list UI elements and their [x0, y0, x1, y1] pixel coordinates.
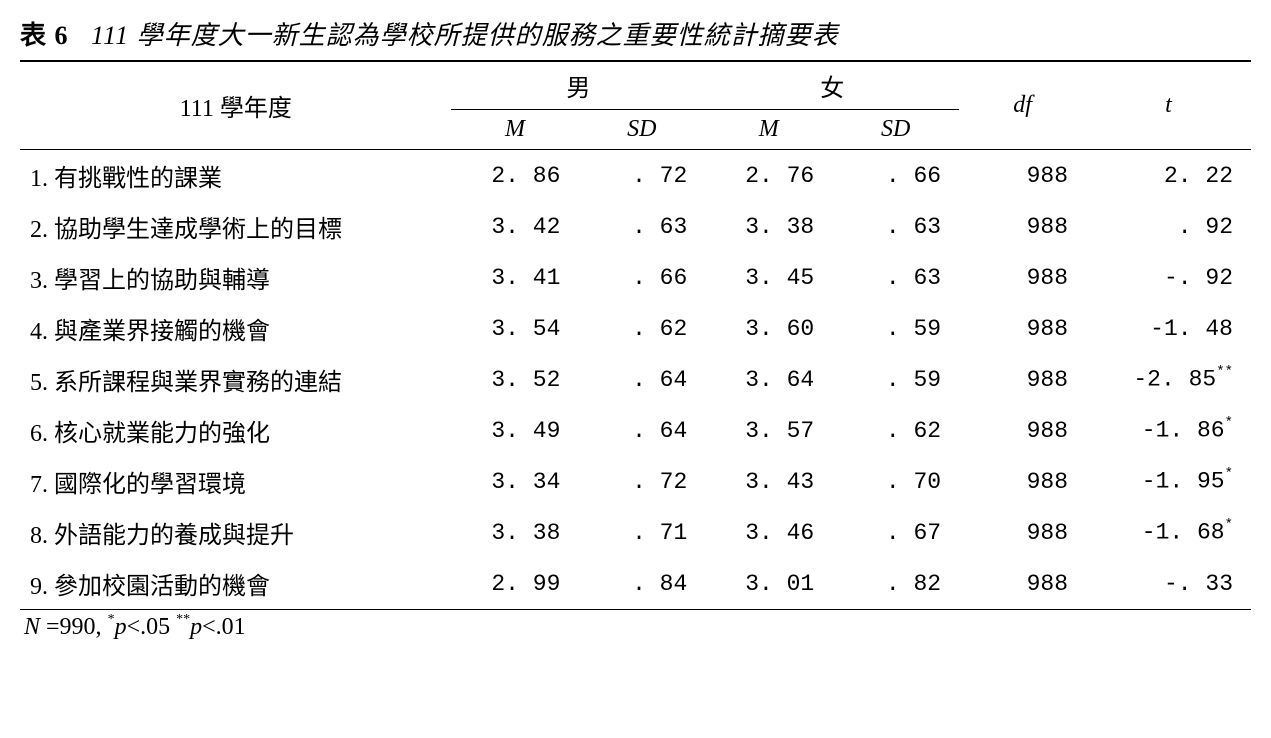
- cell-m1: 2. 99: [451, 558, 578, 610]
- footnote-sig1-p: p: [115, 614, 127, 640]
- cell-sd1: . 66: [578, 252, 705, 303]
- table-row: 2. 協助學生達成學術上的目標3. 42. 633. 38. 63988. 92: [20, 201, 1251, 252]
- row-label: 3. 學習上的協助與輔導: [20, 252, 451, 303]
- row-label: 7. 國際化的學習環境: [20, 456, 451, 507]
- cell-m2: 3. 57: [705, 405, 832, 456]
- significance-marker: *: [1225, 466, 1233, 482]
- row-label: 2. 協助學生達成學術上的目標: [20, 201, 451, 252]
- cell-m2: 3. 43: [705, 456, 832, 507]
- cell-df: 988: [959, 558, 1086, 610]
- header-sd-male: SD: [578, 110, 705, 150]
- cell-t: -1. 86*: [1086, 405, 1251, 456]
- cell-df: 988: [959, 354, 1086, 405]
- cell-sd2: . 59: [832, 303, 959, 354]
- table-number: 表 6: [20, 21, 69, 50]
- header-t: t: [1086, 61, 1251, 150]
- footnote-sig2-mark: **: [176, 612, 190, 627]
- cell-m1: 2. 86: [451, 150, 578, 202]
- cell-sd1: . 63: [578, 201, 705, 252]
- cell-m2: 3. 38: [705, 201, 832, 252]
- cell-m1: 3. 38: [451, 507, 578, 558]
- table-row: 4. 與產業界接觸的機會3. 54. 623. 60. 59988-1. 48: [20, 303, 1251, 354]
- cell-m2: 3. 01: [705, 558, 832, 610]
- cell-m2: 2. 76: [705, 150, 832, 202]
- table-row: 8. 外語能力的養成與提升3. 38. 713. 46. 67988-1. 68…: [20, 507, 1251, 558]
- cell-sd2: . 62: [832, 405, 959, 456]
- significance-marker: *: [1225, 517, 1233, 533]
- cell-m1: 3. 41: [451, 252, 578, 303]
- cell-sd1: . 72: [578, 456, 705, 507]
- table-row: 5. 系所課程與業界實務的連結3. 52. 643. 64. 59988-2. …: [20, 354, 1251, 405]
- cell-m1: 3. 34: [451, 456, 578, 507]
- cell-df: 988: [959, 507, 1086, 558]
- cell-sd2: . 63: [832, 252, 959, 303]
- footnote-n-label: N: [24, 614, 40, 640]
- cell-df: 988: [959, 456, 1086, 507]
- cell-m1: 3. 49: [451, 405, 578, 456]
- table-row: 9. 參加校園活動的機會2. 99. 843. 01. 82988-. 33: [20, 558, 1251, 610]
- row-label: 6. 核心就業能力的強化: [20, 405, 451, 456]
- cell-sd2: . 59: [832, 354, 959, 405]
- cell-t: -. 92: [1086, 252, 1251, 303]
- significance-marker: *: [1225, 415, 1233, 431]
- cell-sd1: . 62: [578, 303, 705, 354]
- row-label: 9. 參加校園活動的機會: [20, 558, 451, 610]
- cell-df: 988: [959, 303, 1086, 354]
- cell-sd2: . 70: [832, 456, 959, 507]
- cell-t: 2. 22: [1086, 150, 1251, 202]
- cell-m1: 3. 52: [451, 354, 578, 405]
- row-label: 5. 系所課程與業界實務的連結: [20, 354, 451, 405]
- statistics-table: 111 學年度 男 女 df t M SD M SD 1. 有挑戰性的課業2. …: [20, 60, 1251, 610]
- table-body: 1. 有挑戰性的課業2. 86. 722. 76. 669882. 222. 協…: [20, 150, 1251, 610]
- row-label: 4. 與產業界接觸的機會: [20, 303, 451, 354]
- footnote-sig1-mark: *: [108, 612, 115, 627]
- cell-t: -1. 68*: [1086, 507, 1251, 558]
- table-footnote: N =990, *p<.05 **p<.01: [20, 610, 1251, 641]
- cell-m1: 3. 42: [451, 201, 578, 252]
- cell-sd2: . 67: [832, 507, 959, 558]
- cell-df: 988: [959, 150, 1086, 202]
- cell-sd2: . 66: [832, 150, 959, 202]
- cell-sd1: . 72: [578, 150, 705, 202]
- cell-df: 988: [959, 405, 1086, 456]
- cell-m2: 3. 45: [705, 252, 832, 303]
- footnote-n-value: =990,: [40, 614, 108, 640]
- footnote-sig1-text: <.05: [127, 614, 177, 640]
- row-label: 8. 外語能力的養成與提升: [20, 507, 451, 558]
- table-title: 表 6 111 學年度大一新生認為學校所提供的服務之重要性統計摘要表: [20, 15, 1251, 52]
- table-row: 6. 核心就業能力的強化3. 49. 643. 57. 62988-1. 86*: [20, 405, 1251, 456]
- header-m-female: M: [705, 110, 832, 150]
- footnote-sig2-p: p: [190, 614, 202, 640]
- cell-sd2: . 63: [832, 201, 959, 252]
- cell-t: -1. 95*: [1086, 456, 1251, 507]
- header-df: df: [959, 61, 1086, 150]
- table-caption: 111 學年度大一新生認為學校所提供的服務之重要性統計摘要表: [91, 21, 839, 50]
- table-row: 3. 學習上的協助與輔導3. 41. 663. 45. 63988-. 92: [20, 252, 1251, 303]
- header-female: 女: [705, 61, 959, 110]
- cell-df: 988: [959, 252, 1086, 303]
- cell-t: -2. 85**: [1086, 354, 1251, 405]
- cell-m2: 3. 60: [705, 303, 832, 354]
- cell-t: -. 33: [1086, 558, 1251, 610]
- header-year: 111 學年度: [20, 61, 451, 150]
- footnote-sig2-text: <.01: [202, 614, 246, 640]
- cell-df: 988: [959, 201, 1086, 252]
- header-male: 男: [451, 61, 705, 110]
- cell-m2: 3. 64: [705, 354, 832, 405]
- cell-sd1: . 71: [578, 507, 705, 558]
- cell-sd1: . 64: [578, 405, 705, 456]
- table-row: 1. 有挑戰性的課業2. 86. 722. 76. 669882. 22: [20, 150, 1251, 202]
- header-m-male: M: [451, 110, 578, 150]
- cell-t: . 92: [1086, 201, 1251, 252]
- table-row: 7. 國際化的學習環境3. 34. 723. 43. 70988-1. 95*: [20, 456, 1251, 507]
- significance-marker: **: [1216, 364, 1233, 380]
- row-label: 1. 有挑戰性的課業: [20, 150, 451, 202]
- cell-t: -1. 48: [1086, 303, 1251, 354]
- cell-m2: 3. 46: [705, 507, 832, 558]
- cell-sd1: . 84: [578, 558, 705, 610]
- header-sd-female: SD: [832, 110, 959, 150]
- cell-sd2: . 82: [832, 558, 959, 610]
- cell-sd1: . 64: [578, 354, 705, 405]
- cell-m1: 3. 54: [451, 303, 578, 354]
